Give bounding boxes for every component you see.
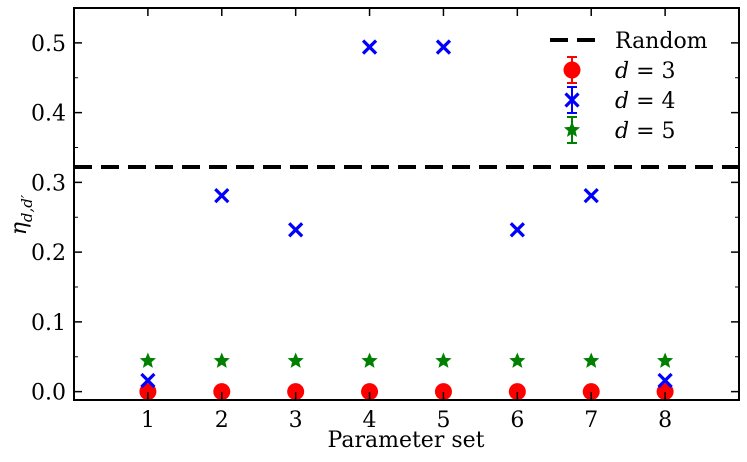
- x-tick-label: 3: [289, 408, 303, 433]
- point-x: [140, 372, 156, 389]
- legend-label: d = 3: [615, 59, 676, 84]
- x-tick-label: 4: [363, 408, 377, 433]
- legend-label: Random: [615, 29, 708, 54]
- x-tick-label: 8: [658, 408, 672, 433]
- point-x: [361, 39, 378, 55]
- y-tick-label: 0.5: [31, 32, 66, 57]
- x-tick-label: 5: [436, 408, 450, 433]
- legend-marker-x: [564, 92, 580, 108]
- point-circle: [213, 383, 231, 401]
- x-tick-label: 6: [510, 408, 524, 433]
- y-axis-label: ηd,d′: [7, 194, 36, 235]
- point-circle: [287, 383, 305, 401]
- legend-marker-circle: [563, 61, 581, 79]
- y-tick-label: 0.2: [31, 241, 66, 266]
- x-axis-label: Parameter set: [328, 428, 485, 453]
- point-star: [583, 352, 600, 368]
- markers: [139, 39, 674, 401]
- y-tick-label: 0.3: [31, 171, 66, 196]
- point-star: [657, 352, 674, 368]
- point-x: [435, 39, 452, 55]
- legend: Random d = 3 d = 4 d = 5: [550, 29, 708, 144]
- point-star: [509, 352, 526, 368]
- point-star: [213, 352, 230, 368]
- point-star: [361, 352, 378, 368]
- point-star: [139, 352, 156, 368]
- point-circle: [434, 383, 452, 401]
- point-circle: [139, 383, 157, 401]
- x-tick-label: 1: [141, 408, 155, 433]
- point-circle: [361, 383, 379, 401]
- y-axis-label-sub: d,d′: [18, 194, 36, 222]
- point-x: [509, 222, 525, 238]
- legend-label: d = 5: [615, 119, 676, 144]
- point-star: [287, 352, 304, 368]
- point-x: [288, 222, 304, 238]
- y-tick-label: 0.0: [31, 381, 66, 406]
- x-tick-label: 2: [215, 408, 229, 433]
- point-x: [214, 187, 230, 204]
- y-tick-label: 0.1: [31, 311, 66, 336]
- y-axis-label-eta: η: [7, 222, 32, 235]
- point-circle: [582, 383, 600, 401]
- y-tick-label: 0.4: [31, 102, 66, 127]
- plot-frame: [73, 7, 740, 401]
- point-circle: [656, 383, 674, 401]
- ticks: 1 2 3 4 5 6 7 8 0.0 0.1 0.2 0.3 0.4 0.5: [31, 7, 739, 433]
- point-x: [657, 372, 673, 389]
- point-circle: [508, 383, 526, 401]
- point-x: [583, 187, 599, 204]
- point-star: [435, 352, 452, 368]
- legend-marker-star: [563, 121, 581, 137]
- legend-label: d = 4: [615, 89, 676, 114]
- x-tick-label: 7: [584, 408, 598, 433]
